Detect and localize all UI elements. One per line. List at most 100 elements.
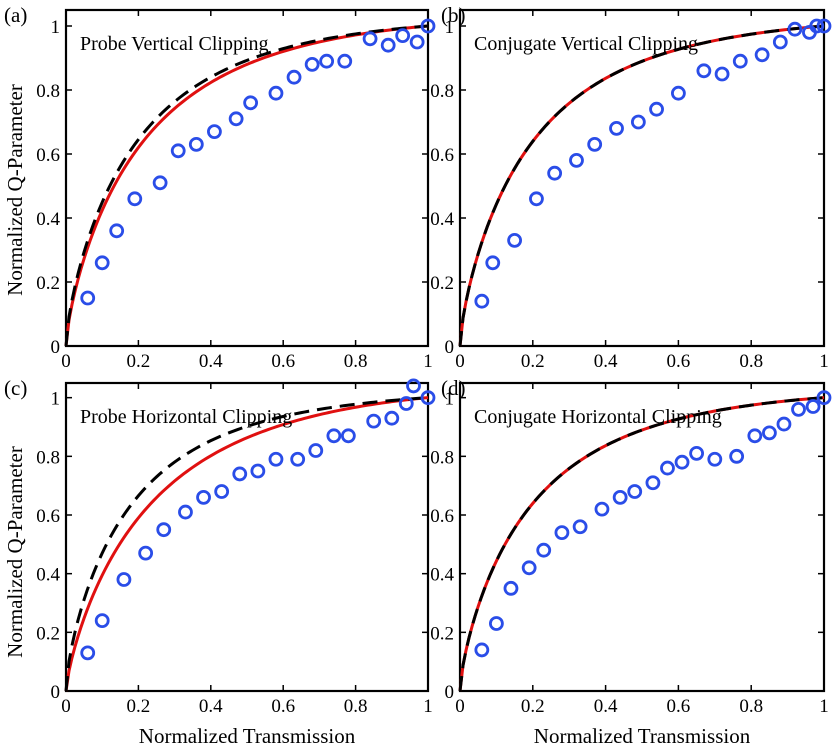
panel-3: 0 0.2 0.4 0.6 0.8 1 0 0.2 0.4 0.6 0.8 1 Conjugate Ho… <box>430 376 832 717</box>
data-point <box>304 57 320 72</box>
y-tick-label: 0.6 <box>430 506 454 527</box>
data-point <box>420 390 436 406</box>
data-point <box>554 525 570 540</box>
data-point <box>156 522 172 538</box>
x-tick-label: 0.6 <box>271 696 295 717</box>
y-tick-label: 1 <box>51 389 61 410</box>
data-point <box>645 475 661 491</box>
fit-curve-red <box>458 24 825 347</box>
x-tick-label: 0.8 <box>739 696 763 717</box>
data-point <box>232 466 248 482</box>
data-point <box>109 223 125 239</box>
y-tick-label: 0.4 <box>36 565 60 586</box>
data-point <box>627 484 643 499</box>
fit-curve-dashed <box>458 24 825 347</box>
y-tick-label: 0.2 <box>36 273 60 294</box>
panel-letter: (d) <box>441 376 466 400</box>
data-point <box>170 143 186 159</box>
data-point <box>337 53 353 69</box>
data-point <box>340 428 356 444</box>
data-point <box>398 396 414 411</box>
y-tick-label: 0.2 <box>430 273 454 294</box>
y-tick-label: 0.2 <box>430 623 454 644</box>
data-point <box>521 560 537 576</box>
data-point <box>594 501 610 517</box>
data-point <box>409 34 425 50</box>
data-point <box>776 416 792 432</box>
plot-frame <box>64 381 430 693</box>
y-tick-label: 0.2 <box>36 623 60 644</box>
x-axis-label-right: Normalized Transmission <box>534 724 751 748</box>
data-point <box>406 378 421 394</box>
y-axis-label-top: Normalized Q-Parameter <box>3 84 27 296</box>
x-tick-label: 0.4 <box>594 351 618 372</box>
data-point <box>268 451 284 467</box>
x-axis-label-left: Normalized Transmission <box>139 724 356 748</box>
data-point <box>572 519 588 535</box>
data-point <box>762 425 777 441</box>
data-point <box>243 95 259 111</box>
x-tick-label: 0.6 <box>667 351 691 372</box>
panel-0: 0 0.2 0.4 0.6 0.8 1 0 0.2 0.4 0.6 0.8 1 Probe Vertic… <box>4 3 436 372</box>
data-point <box>366 413 382 429</box>
data-point <box>747 428 763 444</box>
panel-2: 0 0.2 0.4 0.6 0.8 1 0 0.2 0.4 0.6 0.8 1 Probe Horizo… <box>4 376 436 717</box>
panel-letter: (c) <box>4 376 27 400</box>
data-point <box>485 255 501 271</box>
y-tick-label: 1 <box>51 17 61 38</box>
data-point <box>536 542 552 558</box>
y-tick-label: 0.8 <box>430 81 454 102</box>
data-point <box>816 390 832 406</box>
y-tick-label: 0.8 <box>36 81 60 102</box>
data-point <box>805 399 821 414</box>
data-point <box>116 572 132 587</box>
data-point <box>660 460 675 476</box>
x-tick-label: 1 <box>423 351 433 372</box>
plot-frame <box>64 8 430 348</box>
fit-curve-dashed <box>458 396 825 692</box>
fit-curve-dashed <box>64 24 429 347</box>
y-tick-label: 0.4 <box>430 565 454 586</box>
data-point <box>188 136 204 152</box>
data-point <box>772 34 788 50</box>
data-point <box>326 428 342 444</box>
data-point <box>707 451 723 467</box>
data-point <box>587 136 603 152</box>
data-point <box>152 175 168 191</box>
x-tick-label: 0 <box>61 351 71 372</box>
data-point <box>612 489 628 505</box>
panel-letter: (a) <box>4 3 27 27</box>
x-tick-label: 0.2 <box>127 351 151 372</box>
data-point <box>214 484 230 499</box>
fit-curve-dashed <box>64 396 429 692</box>
y-axis-label-bottom: Normalized Q-Parameter <box>3 446 27 658</box>
y-tick-label: 1 <box>445 17 455 38</box>
x-tick-label: 0.2 <box>521 351 545 372</box>
data-point <box>384 410 400 426</box>
data-point <box>474 293 490 309</box>
x-tick-label: 1 <box>423 696 433 717</box>
data-point <box>474 642 490 658</box>
y-tick-label: 0 <box>51 337 61 358</box>
data-point <box>178 504 193 520</box>
x-tick-label: 0.4 <box>594 696 618 717</box>
data-point <box>503 580 519 596</box>
fit-curve-red <box>64 396 429 692</box>
panel-title: Probe Vertical Clipping <box>80 33 269 55</box>
y-tick-label: 0.8 <box>430 447 454 468</box>
panel-title: Conjugate Horizontal Clipping <box>474 406 722 428</box>
data-point <box>268 85 284 101</box>
y-tick-label: 0.8 <box>36 447 60 468</box>
data-point <box>714 66 730 82</box>
x-tick-label: 0.4 <box>199 351 223 372</box>
data-point <box>127 191 143 207</box>
plot-frame <box>458 381 826 693</box>
data-point <box>80 290 96 306</box>
data-point <box>395 28 411 43</box>
x-tick-label: 0.8 <box>344 696 368 717</box>
data-point <box>380 37 396 53</box>
data-point <box>547 165 563 181</box>
x-tick-label: 0.8 <box>344 351 368 372</box>
x-tick-label: 0.2 <box>521 696 545 717</box>
